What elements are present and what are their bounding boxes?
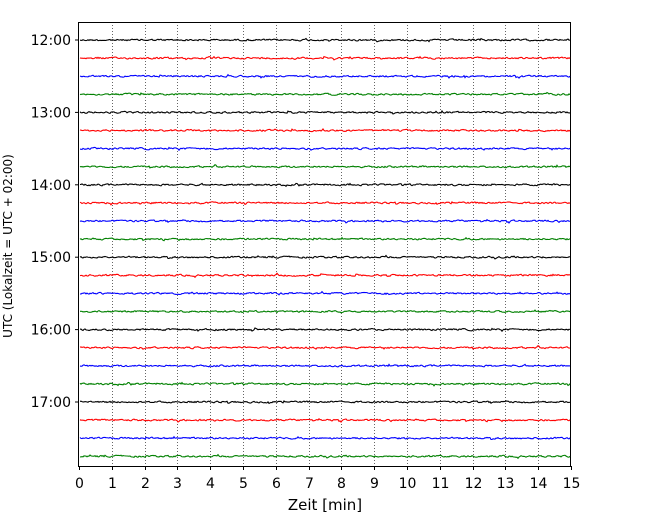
trace-line: [79, 272, 571, 279]
seismic-traces: [79, 37, 571, 460]
trace-line: [79, 453, 571, 460]
trace-line: [79, 91, 571, 96]
grid-lines: [112, 22, 539, 466]
y-tick-label: 14:00: [31, 178, 71, 194]
x-tick-label: 14: [530, 476, 548, 492]
x-tick-label: 13: [497, 476, 515, 492]
x-tick-label: 3: [173, 476, 182, 492]
trace-line: [79, 146, 571, 152]
y-axis-label: UTC (Lokalzeit = UTC + 02:00): [1, 154, 15, 338]
trace-line: [79, 400, 571, 405]
x-axis-label: Zeit [min]: [288, 496, 362, 514]
trace-line: [79, 417, 571, 423]
y-tick-label: 13:00: [31, 105, 71, 121]
x-tick-label: 2: [141, 476, 150, 492]
y-tick-label: 15:00: [31, 250, 71, 266]
trace-line: [79, 218, 571, 224]
y-axis: 12:00 13:00 14:00 15:00 16:00 17:00: [31, 33, 79, 411]
x-tick-label: 10: [399, 476, 417, 492]
trace-line: [79, 435, 571, 441]
trace-line: [79, 309, 571, 314]
trace-line: [79, 182, 571, 188]
y-tick-label: 12:00: [31, 33, 71, 49]
x-axis: 0 1 2 3 4 5 6 7 8 9 10 11 12 13 14 15: [75, 466, 580, 492]
x-tick-label: 4: [206, 476, 215, 492]
x-tick-label: 12: [465, 476, 483, 492]
y-tick-label: 16:00: [31, 323, 71, 339]
trace-line: [79, 37, 571, 43]
trace-line: [79, 127, 571, 133]
x-tick-label: 1: [108, 476, 117, 492]
plot-frame: [78, 22, 571, 467]
trace-line: [79, 254, 571, 260]
trace-line: [79, 200, 571, 206]
y-tick-label: 17:00: [31, 395, 71, 411]
trace-line: [79, 363, 571, 368]
x-tick-label: 0: [75, 476, 84, 492]
x-tick-label: 6: [272, 476, 281, 492]
trace-line: [79, 344, 571, 350]
trace-line: [79, 163, 571, 169]
x-tick-label: 15: [563, 476, 581, 492]
trace-line: [79, 236, 571, 242]
x-tick-label: 11: [432, 476, 450, 492]
x-tick-label: 7: [305, 476, 314, 492]
x-tick-label: 8: [337, 476, 346, 492]
x-tick-label: 5: [239, 476, 248, 492]
trace-line: [79, 55, 571, 61]
trace-line: [79, 109, 571, 115]
x-tick-label: 9: [370, 476, 379, 492]
trace-line: [79, 290, 571, 296]
trace-line: [79, 73, 571, 79]
trace-line: [79, 381, 571, 387]
trace-line: [79, 327, 571, 333]
